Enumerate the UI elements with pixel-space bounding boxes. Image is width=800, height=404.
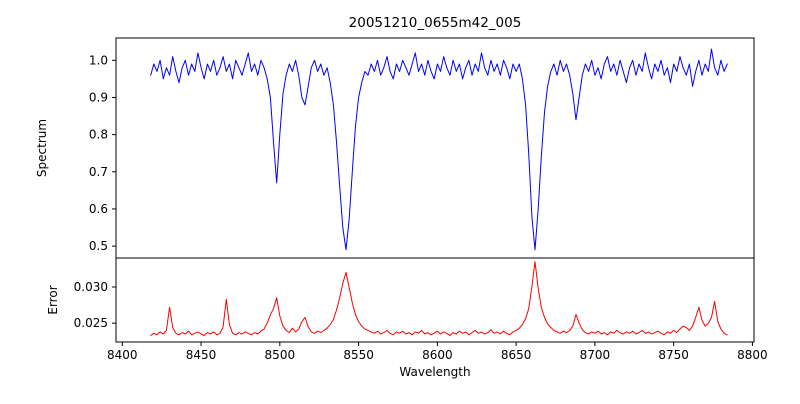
x-tick-label: 8550 — [343, 348, 374, 362]
x-tick-label: 8450 — [186, 348, 217, 362]
x-tick-label: 8700 — [580, 348, 611, 362]
x-tick-label: 8800 — [737, 348, 768, 362]
chart-title: 20051210_0655m42_005 — [349, 15, 522, 31]
y-tick-label: 0.025 — [74, 316, 108, 330]
y-tick-label: 0.8 — [89, 128, 108, 142]
x-tick-label: 8600 — [422, 348, 453, 362]
y-tick-label: 0.9 — [89, 90, 108, 104]
spectrum-line — [150, 48, 728, 251]
error-y-axis-ticks: 0.025 0.030 — [74, 280, 116, 330]
x-tick-label: 8650 — [501, 348, 532, 362]
error-axes-frame — [115, 257, 755, 343]
y-tick-label: 0.5 — [89, 239, 108, 253]
x-axis-ticks: 8400 8450 8500 8550 8600 8650 8700 8750 8800 — [107, 342, 768, 362]
x-tick-label: 8750 — [658, 348, 689, 362]
x-tick-label: 8400 — [107, 348, 138, 362]
x-tick-label: 8500 — [265, 348, 296, 362]
spectrum-y-axis-ticks: 0.5 0.6 0.7 0.8 0.9 1.0 — [89, 53, 116, 253]
y-tick-label: 0.6 — [89, 202, 108, 216]
y-tick-label: 0.7 — [89, 165, 108, 179]
x-axis-label: Wavelength — [399, 365, 470, 379]
error-line — [150, 261, 728, 336]
y-tick-label: 0.030 — [74, 280, 108, 294]
spectrum-y-axis-label: Spectrum — [35, 119, 49, 177]
y-tick-label: 1.0 — [89, 53, 108, 67]
error-y-axis-label: Error — [46, 285, 60, 314]
